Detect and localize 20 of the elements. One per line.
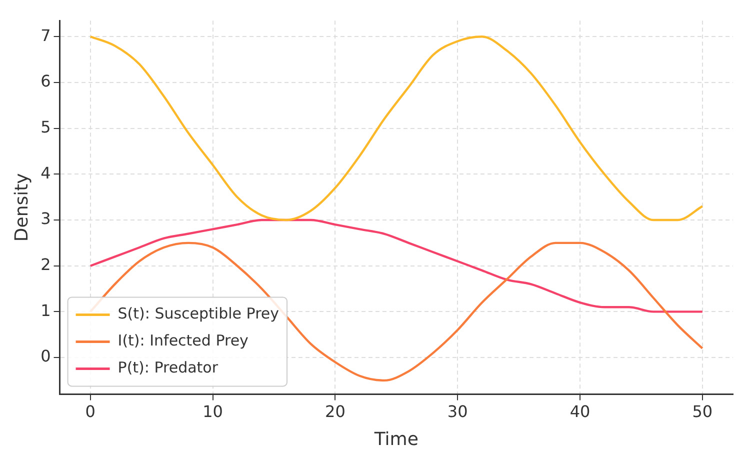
y-axis-title: Density [11, 172, 32, 242]
legend-label: I(t): Infected Prey [118, 332, 249, 350]
x-tick-label: 10 [202, 402, 223, 421]
y-tick-label: 7 [40, 26, 51, 45]
x-tick-label: 50 [692, 402, 713, 421]
x-tick-label: 40 [570, 402, 590, 421]
x-axis-title: Time [373, 428, 418, 450]
x-tick-label: 30 [447, 402, 468, 421]
y-tick-label: 0 [40, 346, 51, 366]
y-tick-label: 2 [40, 255, 51, 274]
x-tick-label: 0 [85, 402, 96, 421]
legend-label: P(t): Predator [118, 358, 219, 377]
y-tick-label: 6 [40, 72, 51, 91]
y-tick-label: 1 [40, 300, 51, 320]
line-series [89, 36, 704, 222]
y-tick-label: 5 [40, 117, 51, 136]
legend-label: S(t): Susceptible Prey [118, 304, 280, 323]
y-tick-label: 3 [40, 209, 51, 228]
y-tick-label: 4 [40, 163, 51, 182]
x-tick-label: 20 [325, 402, 346, 421]
